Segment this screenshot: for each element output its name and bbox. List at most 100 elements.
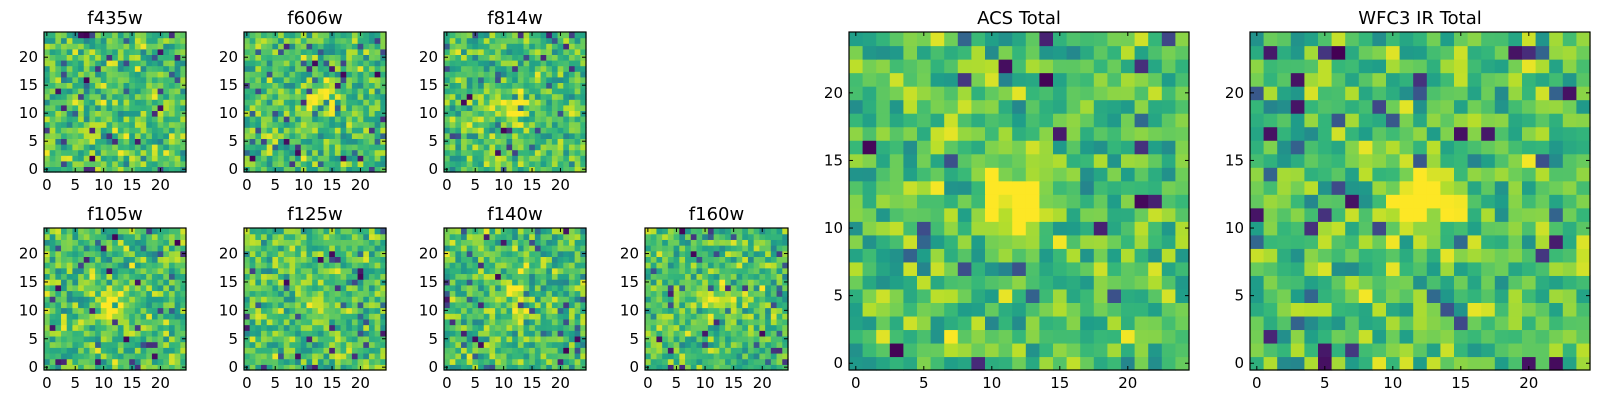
heatmap-cell	[1134, 248, 1149, 263]
heatmap-cell	[568, 290, 576, 297]
heatmap-cell	[650, 290, 658, 297]
heatmap-cell	[55, 284, 62, 292]
heatmap-cell	[753, 239, 760, 246]
heatmap-cell	[83, 358, 91, 365]
heatmap-cell	[380, 358, 387, 365]
heatmap-cell	[679, 341, 686, 348]
heatmap-cell	[1175, 248, 1190, 263]
heatmap-cell	[157, 273, 164, 280]
heatmap-cell	[523, 149, 530, 156]
heatmap-cell	[574, 121, 581, 128]
heatmap-cell	[312, 127, 319, 134]
heatmap-cell	[673, 273, 680, 280]
heatmap-cell	[662, 301, 669, 309]
heatmap-cell	[742, 239, 749, 246]
heatmap-cell	[340, 358, 347, 365]
heatmap-cell	[306, 296, 313, 303]
heatmap-cell	[368, 228, 376, 235]
heatmap-cell	[278, 104, 285, 111]
heatmap-cell	[163, 273, 170, 280]
heatmap-cell	[374, 352, 381, 360]
heatmap-cell	[529, 144, 536, 151]
heatmap-cell	[157, 284, 164, 292]
heatmap-cell	[478, 54, 485, 61]
heatmap-cell	[679, 364, 686, 371]
heatmap-cell	[323, 71, 330, 78]
heatmap-cell	[742, 290, 749, 297]
heatmap-cell	[323, 262, 330, 269]
heatmap-cell	[300, 239, 308, 246]
heatmap-cell	[782, 313, 789, 320]
heatmap-cell	[261, 330, 268, 337]
heatmap-cell	[506, 228, 513, 235]
heatmap-cell	[702, 256, 709, 263]
x-tick-label: 20	[151, 176, 170, 194]
heatmap-cell	[106, 104, 113, 111]
heatmap-cell	[55, 318, 62, 326]
heatmap-cell	[696, 358, 703, 365]
heatmap-cell	[551, 301, 559, 309]
heatmap-cell	[506, 262, 513, 269]
heatmap-cell	[283, 290, 291, 297]
heatmap-cell	[140, 37, 147, 44]
heatmap-cell	[174, 32, 181, 39]
heatmap-cell	[645, 284, 652, 292]
heatmap-cell	[249, 330, 256, 337]
heatmap-cell	[1025, 356, 1040, 371]
heatmap-cell	[580, 127, 587, 134]
heatmap-cell	[163, 301, 170, 309]
heatmap-cell	[529, 245, 536, 252]
heatmap-cell	[151, 364, 159, 371]
heatmap-cell	[483, 239, 491, 246]
heatmap-cell	[174, 60, 181, 67]
heatmap-cell	[580, 88, 587, 95]
heatmap-cell	[174, 121, 181, 128]
heatmap-cell	[300, 54, 308, 61]
heatmap-cell	[489, 341, 496, 348]
heatmap-cell	[1066, 342, 1081, 358]
heatmap-cell	[346, 341, 353, 348]
heatmap-cell	[449, 121, 456, 128]
heatmap-cell	[278, 60, 285, 67]
heatmap-cell	[312, 60, 319, 67]
heatmap-cell	[1134, 329, 1149, 344]
heatmap-cell	[117, 267, 125, 275]
heatmap-cell	[78, 60, 85, 67]
heatmap-cell	[261, 99, 268, 106]
heatmap-cell	[95, 88, 102, 95]
heatmap-cell	[100, 93, 108, 100]
heatmap-cell	[944, 180, 959, 195]
heatmap-cell	[580, 65, 587, 72]
heatmap-cell	[685, 239, 692, 246]
heatmap-cell	[140, 88, 147, 95]
heatmap-cell	[95, 256, 102, 263]
heatmap-cell	[747, 279, 755, 286]
heatmap-cell	[95, 82, 102, 89]
heatmap-cell	[66, 149, 73, 156]
heatmap-cell	[568, 60, 576, 67]
heatmap-cell	[306, 262, 313, 269]
heatmap-cell	[580, 318, 587, 326]
heatmap-cell	[759, 307, 766, 314]
heatmap-cell	[317, 48, 325, 55]
heatmap-cell	[180, 144, 187, 151]
heatmap-cell	[500, 324, 508, 331]
heatmap-cell	[123, 138, 130, 145]
heatmap-cell	[72, 60, 79, 67]
heatmap-cell	[174, 330, 181, 337]
heatmap-cell	[673, 307, 680, 314]
heatmap-cell	[112, 318, 119, 326]
heatmap-cell	[574, 43, 581, 50]
heatmap-cell	[112, 330, 119, 337]
heatmap-cell	[278, 301, 285, 309]
heatmap-cell	[357, 290, 364, 297]
heatmap-cell	[747, 290, 755, 297]
heatmap-cell	[55, 279, 62, 286]
heatmap-cell	[334, 228, 342, 235]
heatmap-cell	[300, 48, 308, 55]
heatmap-cell	[329, 37, 336, 44]
heatmap-cell	[673, 358, 680, 365]
heatmap-cell	[662, 267, 669, 275]
heatmap-cell	[123, 121, 130, 128]
heatmap-cell	[129, 54, 136, 61]
